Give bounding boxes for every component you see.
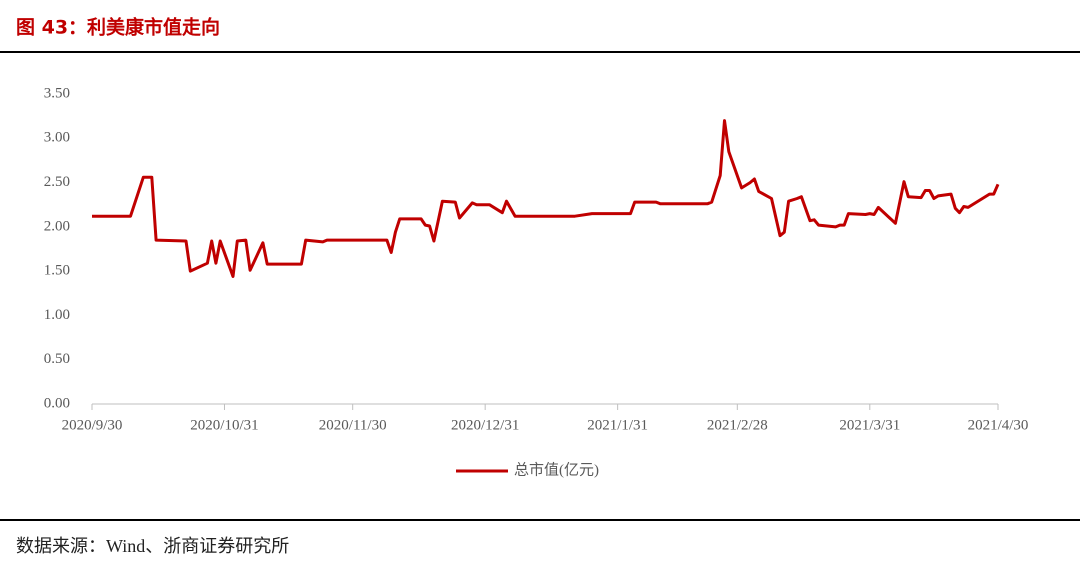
y-tick-label: 2.00 (44, 218, 70, 234)
y-tick-label: 0.00 (44, 395, 70, 411)
x-tick-label: 2021/1/31 (587, 417, 648, 433)
x-tick-label: 2021/3/31 (839, 417, 900, 433)
series-line (92, 119, 1000, 278)
x-tick-label: 2020/12/31 (451, 417, 519, 433)
y-tick-label: 2.50 (44, 174, 70, 190)
y-tick-label: 3.00 (44, 130, 70, 146)
y-tick-label: 3.50 (44, 85, 70, 101)
x-tick-label: 2020/10/31 (190, 417, 258, 433)
x-tick-label: 2021/2/28 (707, 417, 768, 433)
x-tick-label: 2021/4/30 (968, 417, 1029, 433)
y-tick-label: 1.00 (44, 307, 70, 323)
source: 数据来源：Wind、浙商证券研究所 (16, 536, 289, 556)
y-tick-label: 0.50 (44, 351, 70, 367)
y-tick-label: 1.50 (44, 263, 70, 279)
title: 图 43：利美康市值走向 (16, 16, 220, 39)
x-tick-label: 2020/9/30 (62, 417, 123, 433)
x-tick-label: 2020/11/30 (319, 417, 387, 433)
legend-label: 总市值(亿元) (514, 461, 599, 478)
